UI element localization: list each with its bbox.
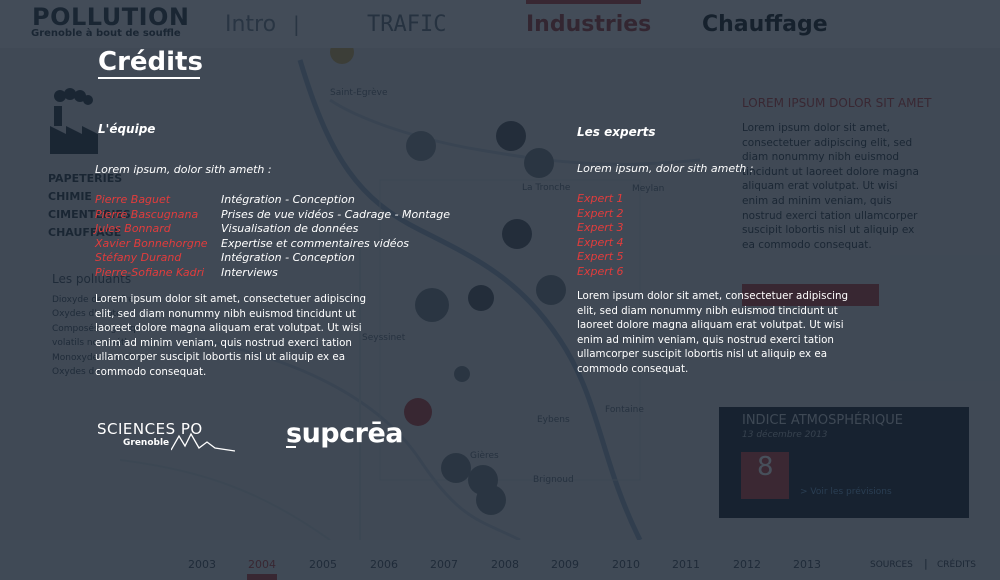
sciencespo-logo-subtitle: Grenoble: [123, 438, 170, 448]
supcrea-logo[interactable]: supcrēa: [286, 418, 403, 449]
sciencespo-logo-title: SCIENCES PO: [97, 420, 203, 438]
expert-item: Expert 5: [577, 250, 624, 263]
team-heading: L'équipe: [98, 122, 156, 136]
expert-item: Expert 2: [577, 206, 624, 220]
experts-paragraph: Lorem ipsum dolor sit amet, consectetuer…: [577, 290, 849, 375]
sciencespo-logo[interactable]: SCIENCES PO Grenoble: [97, 420, 235, 452]
team-intro: Lorem ipsum, dolor sith ameth :: [95, 163, 272, 176]
team-member: Jules Bonnard Visualisation de données: [95, 222, 450, 237]
expert-item: Expert 4: [577, 235, 624, 249]
team-member-role: Intégration - Conception: [221, 193, 355, 206]
credits-title: Crédits: [98, 47, 203, 77]
team-member-name: Stéfany Durand: [95, 251, 182, 264]
team-member-name: Pierre Bascugnana: [95, 207, 199, 221]
team-paragraph: Lorem ipsum dolor sit amet, consectetuer…: [95, 293, 367, 378]
team-member: Pierre-Sofiane Kadri Interviews: [95, 266, 450, 281]
mountain-icon: [171, 432, 235, 452]
team-member-name: Xavier Bonnehorgne: [95, 236, 208, 250]
team-member: Pierre Baguet Intégration - Conception: [95, 193, 450, 208]
team-member: Xavier Bonnehorgne Expertise et commenta…: [95, 237, 450, 252]
team-member-role: Expertise et commentaires vidéos: [221, 236, 410, 250]
team-member-role: Visualisation de données: [221, 222, 359, 235]
expert-item: Expert 3: [577, 221, 624, 234]
expert-item: Expert 6: [577, 264, 624, 278]
supcrea-logo-mark: [286, 446, 296, 448]
team-member-name: Pierre Baguet: [95, 193, 171, 206]
team-list: Pierre Baguet Intégration - Conception P…: [95, 193, 450, 280]
experts-intro: Lorem ipsum, dolor sith ameth :: [577, 162, 754, 175]
team-member-role: Interviews: [221, 265, 278, 279]
experts-list: Expert 1 Expert 2 Expert 3 Expert 4 Expe…: [577, 192, 624, 279]
team-member-role: Intégration - Conception: [221, 251, 355, 264]
credits-title-underline: [98, 77, 200, 79]
experts-heading: Les experts: [577, 125, 656, 139]
team-member: Pierre Bascugnana Prises de vue vidéos -…: [95, 208, 450, 223]
team-member: Stéfany Durand Intégration - Conception: [95, 251, 450, 266]
team-member-role: Prises de vue vidéos - Cadrage - Montage: [221, 207, 451, 221]
expert-item: Expert 1: [577, 192, 624, 205]
team-member-name: Pierre-Sofiane Kadri: [95, 265, 205, 279]
team-member-name: Jules Bonnard: [95, 222, 171, 235]
